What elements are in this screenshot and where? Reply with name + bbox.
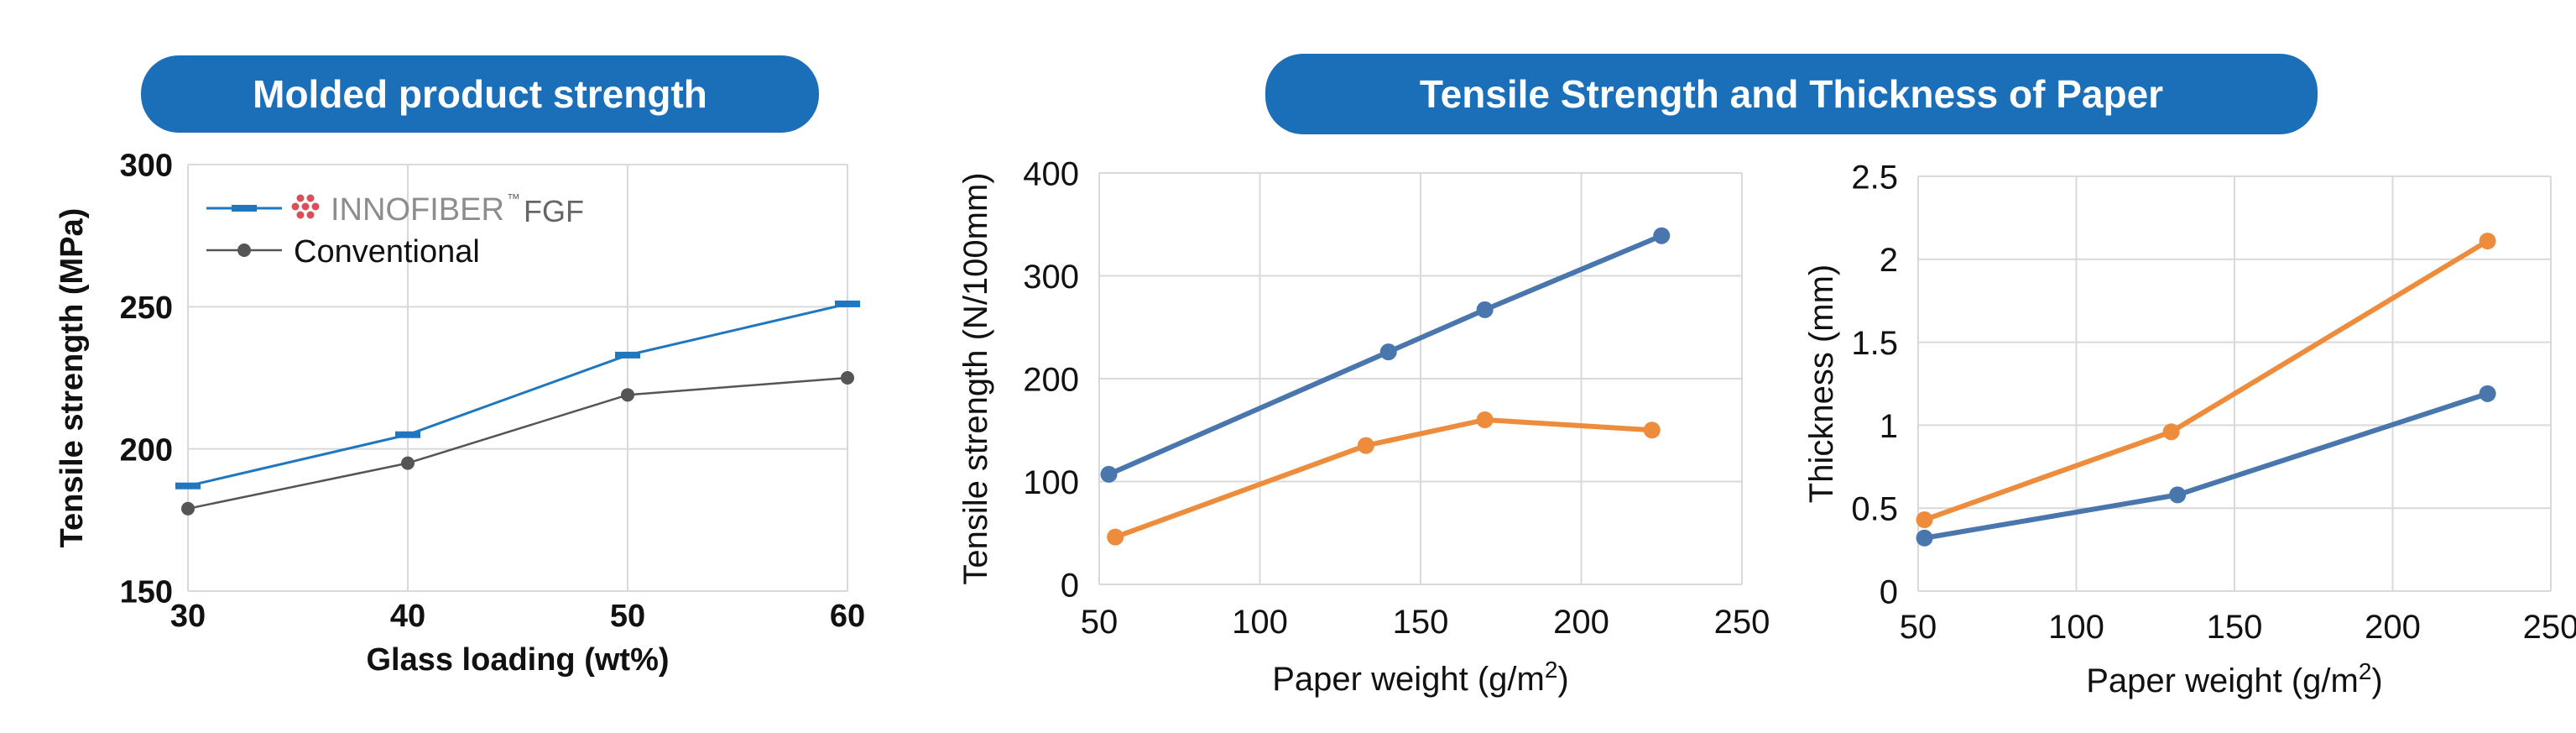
x-tick-label: 50 — [610, 599, 645, 634]
x-tick-label: 60 — [830, 599, 865, 634]
header-left-title: Molded product strength — [253, 72, 707, 116]
x-tick-label: 250 — [2523, 609, 2576, 646]
y-tick-label: 300 — [120, 149, 173, 184]
legend-innofiber-marker — [232, 205, 257, 212]
x-tick-label: 40 — [390, 599, 425, 634]
data-point-blue — [2479, 385, 2496, 402]
data-point-orange — [2162, 423, 2180, 441]
x-tick-label: 50 — [1081, 604, 1119, 641]
y-tick-label: 0.5 — [1851, 491, 1898, 528]
x-tick-label: 250 — [1714, 604, 1770, 641]
data-point-conventional — [401, 456, 415, 470]
y-tick-label: 2.5 — [1851, 159, 1898, 196]
y-tick-label: 0 — [1880, 573, 1898, 610]
legend-innofiber-tm: ™ — [507, 192, 520, 207]
legend-innofiber-brand: INNOFIBER — [331, 192, 504, 228]
x-tick-label: 200 — [1553, 604, 1609, 641]
x-tick-label: 100 — [1232, 604, 1288, 641]
data-point-orange — [1476, 411, 1494, 428]
x-tick-label: 50 — [1900, 609, 1937, 646]
y-tick-label: 300 — [1023, 259, 1079, 296]
data-point-orange — [1643, 421, 1661, 439]
x-axis-label: Paper weight (g/m2) — [2086, 658, 2383, 700]
data-point-blue — [1100, 465, 1118, 483]
y-tick-label: 250 — [120, 291, 173, 326]
y-axis-label: Tensile strength (N/100mm) — [957, 172, 994, 584]
y-tick-label: 0 — [1061, 567, 1079, 604]
series-line-orange — [1114, 417, 1652, 540]
x-axis-label: Paper weight (g/m2) — [1272, 657, 1569, 699]
y-tick-label: 150 — [120, 575, 173, 610]
data-point-blue — [1653, 227, 1671, 244]
x-axis-label: Glass loading (wt%) — [366, 642, 669, 678]
x-tick-label: 150 — [2207, 609, 2263, 646]
legend-conventional-marker — [237, 243, 251, 257]
y-tick-label: 200 — [120, 432, 173, 468]
data-point-innofiber-fgf — [835, 300, 860, 307]
y-axis-label: Thickness (mm) — [1803, 264, 1840, 503]
data-point-conventional — [621, 388, 634, 402]
y-tick-label: 200 — [1023, 361, 1079, 398]
data-point-conventional — [181, 501, 195, 516]
data-point-innofiber-fgf — [395, 431, 420, 438]
y-axis-label: Tensile strength (MPa) — [55, 208, 90, 548]
data-point-orange — [1357, 437, 1374, 454]
chart-molded-strength: 150 200 250 300 30 40 50 60 Glass loading (wt%) T… — [55, 149, 865, 678]
x-tick-label: 100 — [2048, 609, 2104, 646]
series-line-orange — [1923, 238, 2490, 522]
data-point-conventional — [841, 371, 854, 385]
data-point-blue — [2169, 486, 2187, 504]
y-tick-label: 400 — [1023, 155, 1079, 192]
x-tick-label: 30 — [170, 599, 206, 634]
innofiber-logo-icon — [291, 194, 320, 219]
header-tensile-and-thickness: Tensile Strength and Thickness of Paper — [1265, 54, 2318, 134]
x-tick-label: 200 — [2365, 609, 2421, 646]
data-point-innofiber-fgf — [615, 351, 640, 359]
y-tick-label: 1 — [1880, 408, 1898, 445]
header-right-title: Tensile Strength and Thickness of Paper — [1419, 72, 2164, 116]
data-point-orange — [2479, 233, 2496, 250]
chart-legend: INNOFIBER ™ FGF Conventional — [206, 192, 584, 270]
series-line-blue — [1924, 391, 2489, 541]
data-point-blue — [1379, 343, 1397, 361]
legend-conventional-label: Conventional — [294, 234, 480, 270]
data-point-blue — [1916, 529, 1933, 547]
data-point-innofiber-fgf — [175, 482, 201, 490]
y-tick-label: 100 — [1023, 464, 1079, 501]
data-point-orange — [1916, 511, 1933, 529]
data-point-blue — [1476, 301, 1494, 318]
y-tick-label: 1.5 — [1851, 325, 1898, 362]
y-tick-label: 2 — [1880, 242, 1898, 279]
series-line-blue — [1108, 233, 1663, 477]
series-line-conventional — [187, 376, 848, 510]
chart-thickness: 0 0.5 1 1.5 2 2.5 50 100 150 200 250 Paper weight (… — [1803, 159, 2576, 699]
series-line-innofiber-fgf — [187, 302, 848, 488]
legend-innofiber-suffix: FGF — [524, 194, 584, 228]
x-tick-label: 150 — [1393, 604, 1449, 641]
chart-tensile-strength: 0 100 200 300 400 50 100 150 200 250 Paper weight … — [957, 155, 1770, 698]
data-point-orange — [1107, 528, 1124, 546]
header-molded-product-strength: Molded product strength — [141, 55, 819, 133]
